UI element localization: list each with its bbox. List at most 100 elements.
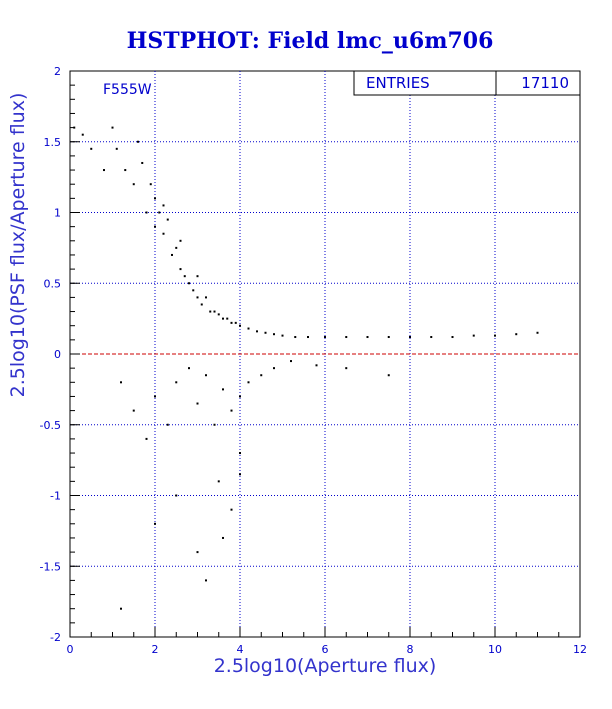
x-axis-ticks: 0 2 4 6 8 10 12 <box>67 627 587 656</box>
data-point <box>162 204 165 207</box>
data-point <box>281 334 284 337</box>
stats-box-border <box>353 70 581 96</box>
data-point <box>239 473 241 476</box>
data-point <box>154 197 156 200</box>
data-point <box>179 268 182 271</box>
data-point <box>239 452 241 455</box>
data-point <box>209 310 212 313</box>
data-point <box>472 334 475 337</box>
data-point <box>230 321 233 324</box>
data-point <box>387 374 390 377</box>
data-point <box>141 161 144 164</box>
x-tick-label: 2 <box>152 643 159 656</box>
data-point <box>239 395 241 398</box>
data-point <box>154 225 156 228</box>
data-point <box>115 147 118 150</box>
x-axis-label: 2.5log10(Aperture flux) <box>214 655 437 677</box>
data-point <box>171 253 173 256</box>
data-point <box>230 409 233 412</box>
data-point <box>205 296 207 299</box>
data-point <box>166 423 169 426</box>
data-point <box>222 388 224 391</box>
data-point <box>205 374 207 377</box>
y-tick-label: 1.5 <box>44 136 62 149</box>
data-point <box>90 147 93 150</box>
data-point <box>124 169 127 172</box>
y-axis-label: 2.5log10(PSF flux/Aperture flux) <box>7 93 29 398</box>
y-tick-label: -2 <box>50 631 61 644</box>
data-point <box>226 317 229 320</box>
data-point <box>120 381 122 384</box>
data-point <box>217 480 220 483</box>
data-point <box>188 367 190 370</box>
y-axis-ticks: 2 1.5 1 0.5 0 -0.5 -1 -1.5 -2 <box>40 65 80 644</box>
data-point <box>158 211 161 214</box>
data-point <box>515 333 518 336</box>
data-point <box>247 381 250 384</box>
data-point <box>256 330 258 333</box>
data-point <box>222 317 224 320</box>
data-point <box>217 313 220 316</box>
data-point <box>145 211 148 214</box>
filter-annotation: F555W <box>103 82 152 98</box>
data-point <box>345 336 348 339</box>
stats-value: 17110 <box>521 74 569 92</box>
x-tick-label: 8 <box>407 643 414 656</box>
data-point <box>409 336 411 339</box>
y-tick-label: 0 <box>54 348 61 361</box>
data-point <box>273 367 275 370</box>
data-point <box>183 275 186 278</box>
data-point <box>154 395 156 398</box>
data-point <box>234 321 237 324</box>
data-point <box>205 579 207 582</box>
data-point <box>387 336 390 339</box>
data-point <box>145 437 148 440</box>
data-point <box>324 336 326 339</box>
y-tick-label: -1.5 <box>40 560 61 573</box>
data-point <box>213 423 216 426</box>
data-point <box>494 334 496 337</box>
data-point <box>120 607 122 610</box>
data-point <box>132 183 135 186</box>
y-tick-label: -1 <box>50 490 61 503</box>
data-point <box>175 494 178 497</box>
data-point <box>307 336 309 339</box>
stats-box: ENTRIES 17110 <box>353 70 581 96</box>
data-point <box>247 327 250 330</box>
x-tick-label: 4 <box>237 643 244 656</box>
x-tick-label: 6 <box>322 643 329 656</box>
data-point <box>179 239 182 242</box>
data-point <box>175 246 178 249</box>
data-point <box>196 551 199 554</box>
data-point <box>200 303 203 306</box>
data-point <box>103 169 105 172</box>
stats-label: ENTRIES <box>366 74 430 92</box>
data-point <box>222 536 224 539</box>
data-point <box>213 310 216 313</box>
data-point <box>188 282 190 285</box>
data-point <box>290 360 292 363</box>
data-point <box>111 126 114 129</box>
y-tick-label: 1 <box>54 207 61 220</box>
data-point <box>166 218 169 221</box>
y-tick-label: 0.5 <box>44 277 62 290</box>
y-tick-label: 2 <box>54 65 61 78</box>
data-point <box>294 336 297 339</box>
data-point <box>192 289 195 292</box>
data-point <box>132 409 135 412</box>
data-point <box>264 331 267 334</box>
data-point <box>451 336 454 339</box>
data-point <box>366 336 369 339</box>
x-tick-label: 0 <box>67 643 74 656</box>
y-tick-label: -0.5 <box>40 419 61 432</box>
x-tick-label: 12 <box>573 643 587 656</box>
data-point <box>162 232 165 235</box>
data-point <box>536 331 539 334</box>
data-point <box>149 183 152 186</box>
data-point <box>315 364 318 367</box>
data-point <box>230 508 233 511</box>
chart-title: HSTPHOT: Field lmc_u6m706 <box>127 28 494 54</box>
data-point <box>430 336 433 339</box>
x-tick-label: 10 <box>488 643 502 656</box>
